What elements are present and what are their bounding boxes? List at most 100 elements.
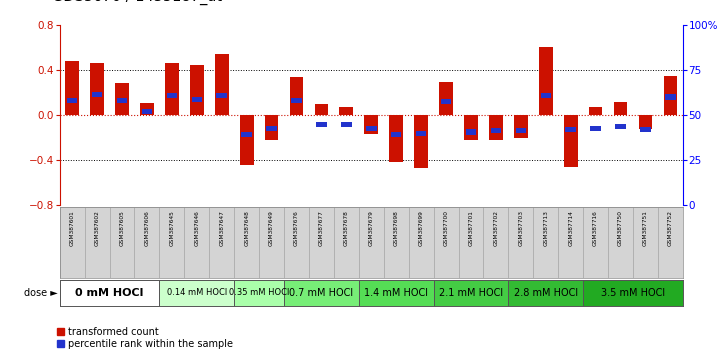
Bar: [434, 207, 459, 278]
Bar: [365, 115, 378, 134]
Bar: [115, 84, 129, 115]
Bar: [60, 280, 159, 306]
Bar: [234, 207, 259, 278]
Text: GSM387701: GSM387701: [469, 210, 473, 246]
Bar: [564, 115, 577, 167]
Bar: [366, 126, 376, 131]
Text: GSM387679: GSM387679: [369, 210, 373, 246]
Bar: [384, 207, 408, 278]
Bar: [116, 98, 127, 103]
Text: GSM387676: GSM387676: [294, 210, 299, 246]
Text: GSM387700: GSM387700: [443, 210, 448, 246]
Bar: [389, 115, 403, 162]
Bar: [466, 130, 476, 135]
Bar: [314, 104, 328, 115]
Bar: [84, 207, 109, 278]
Bar: [284, 207, 309, 278]
Bar: [416, 131, 427, 136]
Bar: [290, 77, 304, 115]
Legend: transformed count, percentile rank within the sample: transformed count, percentile rank withi…: [58, 327, 233, 349]
Bar: [638, 115, 652, 129]
Text: GSM387702: GSM387702: [494, 210, 499, 246]
Bar: [414, 115, 428, 168]
Bar: [234, 280, 284, 306]
Text: GSM387602: GSM387602: [95, 210, 100, 246]
Bar: [558, 207, 583, 278]
Bar: [209, 207, 234, 278]
Bar: [140, 103, 154, 115]
Text: GSM387645: GSM387645: [170, 210, 175, 246]
Bar: [665, 95, 676, 99]
Bar: [242, 132, 252, 137]
Bar: [514, 115, 528, 138]
Text: 0.14 mM HOCl: 0.14 mM HOCl: [167, 289, 227, 297]
Bar: [464, 115, 478, 140]
Text: GSM387647: GSM387647: [219, 210, 224, 246]
Bar: [441, 99, 451, 104]
Text: GSM387601: GSM387601: [70, 210, 75, 246]
Bar: [159, 280, 234, 306]
Bar: [191, 97, 202, 102]
Text: GSM387699: GSM387699: [419, 210, 424, 246]
Bar: [309, 207, 334, 278]
Bar: [589, 107, 603, 115]
Bar: [167, 93, 177, 98]
Bar: [508, 280, 583, 306]
Text: GSM387752: GSM387752: [668, 210, 673, 246]
Bar: [216, 93, 227, 98]
Bar: [614, 102, 628, 115]
Bar: [515, 128, 526, 133]
Text: GSM387750: GSM387750: [618, 210, 623, 246]
Bar: [259, 207, 284, 278]
Text: GSM387714: GSM387714: [568, 210, 573, 246]
Bar: [284, 280, 359, 306]
Bar: [483, 207, 508, 278]
Bar: [615, 124, 626, 129]
Text: GSM387698: GSM387698: [394, 210, 399, 246]
Text: 3.5 mM HOCl: 3.5 mM HOCl: [601, 288, 665, 298]
Bar: [291, 98, 301, 103]
Bar: [60, 207, 84, 278]
Text: GDS3670 / 1435187_at: GDS3670 / 1435187_at: [52, 0, 223, 5]
Bar: [142, 109, 152, 114]
Text: 1.4 mM HOCl: 1.4 mM HOCl: [364, 288, 428, 298]
Bar: [608, 207, 633, 278]
Bar: [590, 126, 601, 131]
Bar: [66, 61, 79, 115]
Bar: [540, 93, 551, 98]
Bar: [165, 63, 178, 115]
Bar: [266, 126, 277, 131]
Bar: [215, 54, 229, 115]
Bar: [434, 280, 508, 306]
Bar: [135, 207, 159, 278]
Text: GSM387646: GSM387646: [194, 210, 199, 246]
Bar: [658, 207, 683, 278]
Bar: [359, 207, 384, 278]
Bar: [316, 121, 327, 127]
Bar: [184, 207, 209, 278]
Bar: [489, 115, 503, 140]
Text: GSM387678: GSM387678: [344, 210, 349, 246]
Text: GSM387648: GSM387648: [244, 210, 249, 246]
Bar: [67, 98, 77, 103]
Bar: [663, 75, 677, 115]
Text: 0.35 mM HOCl: 0.35 mM HOCl: [229, 289, 289, 297]
Text: dose ►: dose ►: [25, 288, 58, 298]
Text: GSM387716: GSM387716: [593, 210, 598, 246]
Bar: [583, 207, 608, 278]
Bar: [265, 115, 278, 140]
Bar: [359, 280, 434, 306]
Text: GSM387677: GSM387677: [319, 210, 324, 246]
Bar: [539, 47, 553, 115]
Bar: [439, 82, 453, 115]
Text: GSM387606: GSM387606: [144, 210, 149, 246]
Bar: [339, 107, 353, 115]
Bar: [408, 207, 434, 278]
Text: GSM387713: GSM387713: [543, 210, 548, 246]
Bar: [341, 121, 352, 127]
Text: 2.1 mM HOCl: 2.1 mM HOCl: [439, 288, 503, 298]
Text: GSM387751: GSM387751: [643, 210, 648, 246]
Text: GSM387703: GSM387703: [518, 210, 523, 246]
Bar: [583, 280, 683, 306]
Bar: [391, 132, 401, 137]
